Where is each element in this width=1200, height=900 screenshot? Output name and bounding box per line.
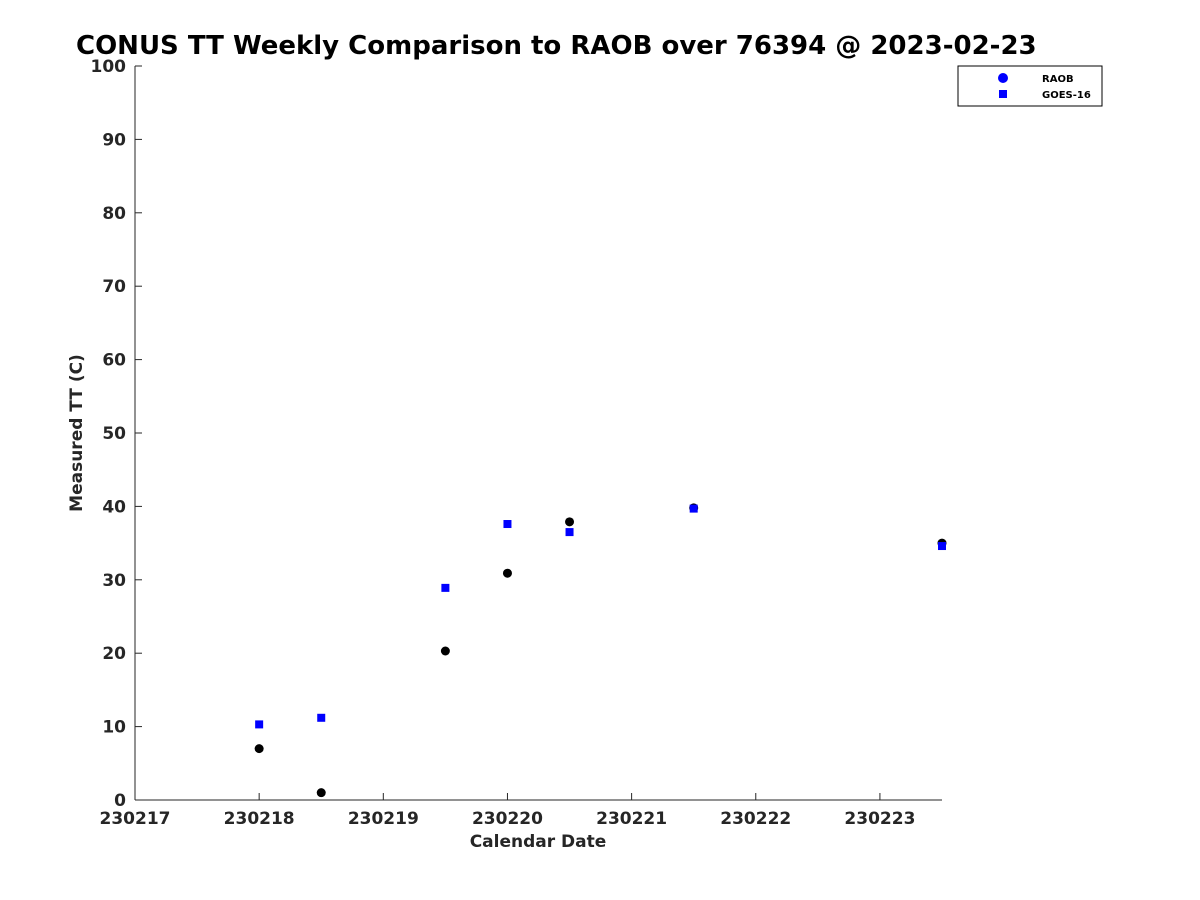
y-tick-label: 100	[91, 57, 127, 77]
goes16-point	[441, 583, 450, 592]
y-axis-ticks: 0 10 20 30 40 50 60 70 80 90 100	[91, 57, 142, 811]
legend-label-goes16: GOES-16	[1042, 90, 1091, 101]
goes16-point	[938, 542, 946, 551]
x-tick-label: 230222	[720, 809, 791, 829]
raob-point	[565, 517, 575, 527]
raob-point	[440, 646, 450, 656]
y-tick-label: 90	[102, 130, 126, 150]
legend-box	[957, 65, 1103, 107]
y-tick-label: 40	[102, 497, 126, 517]
y-tick-label: 70	[102, 277, 126, 297]
y-tick-label: 20	[102, 644, 126, 664]
y-tick-label: 50	[102, 424, 126, 444]
legend-marker-raob	[998, 73, 1008, 83]
data-markers	[254, 503, 947, 798]
goes16-point	[317, 713, 326, 722]
x-tick-label: 230223	[844, 809, 915, 829]
y-tick-label: 60	[102, 351, 126, 371]
x-tick-label: 230220	[472, 809, 543, 829]
goes16-point	[503, 520, 512, 529]
y-tick-label: 10	[102, 718, 126, 738]
y-axis-label: Measured TT (C)	[67, 354, 87, 512]
y-tick-label: 30	[102, 571, 126, 591]
x-tick-label: 230219	[348, 809, 419, 829]
legend: RAOB GOES-16	[957, 65, 1103, 107]
x-axis-ticks: 230217 230218 230219 230220 230221 230222 2302…	[100, 793, 915, 829]
goes16-point	[255, 720, 264, 729]
goes16-point	[689, 504, 698, 513]
legend-marker-goes16	[999, 90, 1007, 98]
x-tick-label: 230221	[596, 809, 667, 829]
raob-point	[316, 788, 326, 798]
y-tick-label: 80	[102, 204, 126, 224]
x-axis-label: Calendar Date	[470, 832, 607, 852]
raob-point	[254, 744, 264, 754]
raob-point	[502, 568, 512, 578]
legend-label-raob: RAOB	[1042, 74, 1074, 85]
chart-title: CONUS TT Weekly Comparison to RAOB over …	[76, 31, 1037, 61]
plot-area	[134, 66, 942, 801]
goes16-point	[565, 528, 574, 537]
y-tick-label: 0	[114, 791, 126, 811]
x-tick-label: 230218	[224, 809, 295, 829]
x-tick-label: 230217	[100, 809, 171, 829]
